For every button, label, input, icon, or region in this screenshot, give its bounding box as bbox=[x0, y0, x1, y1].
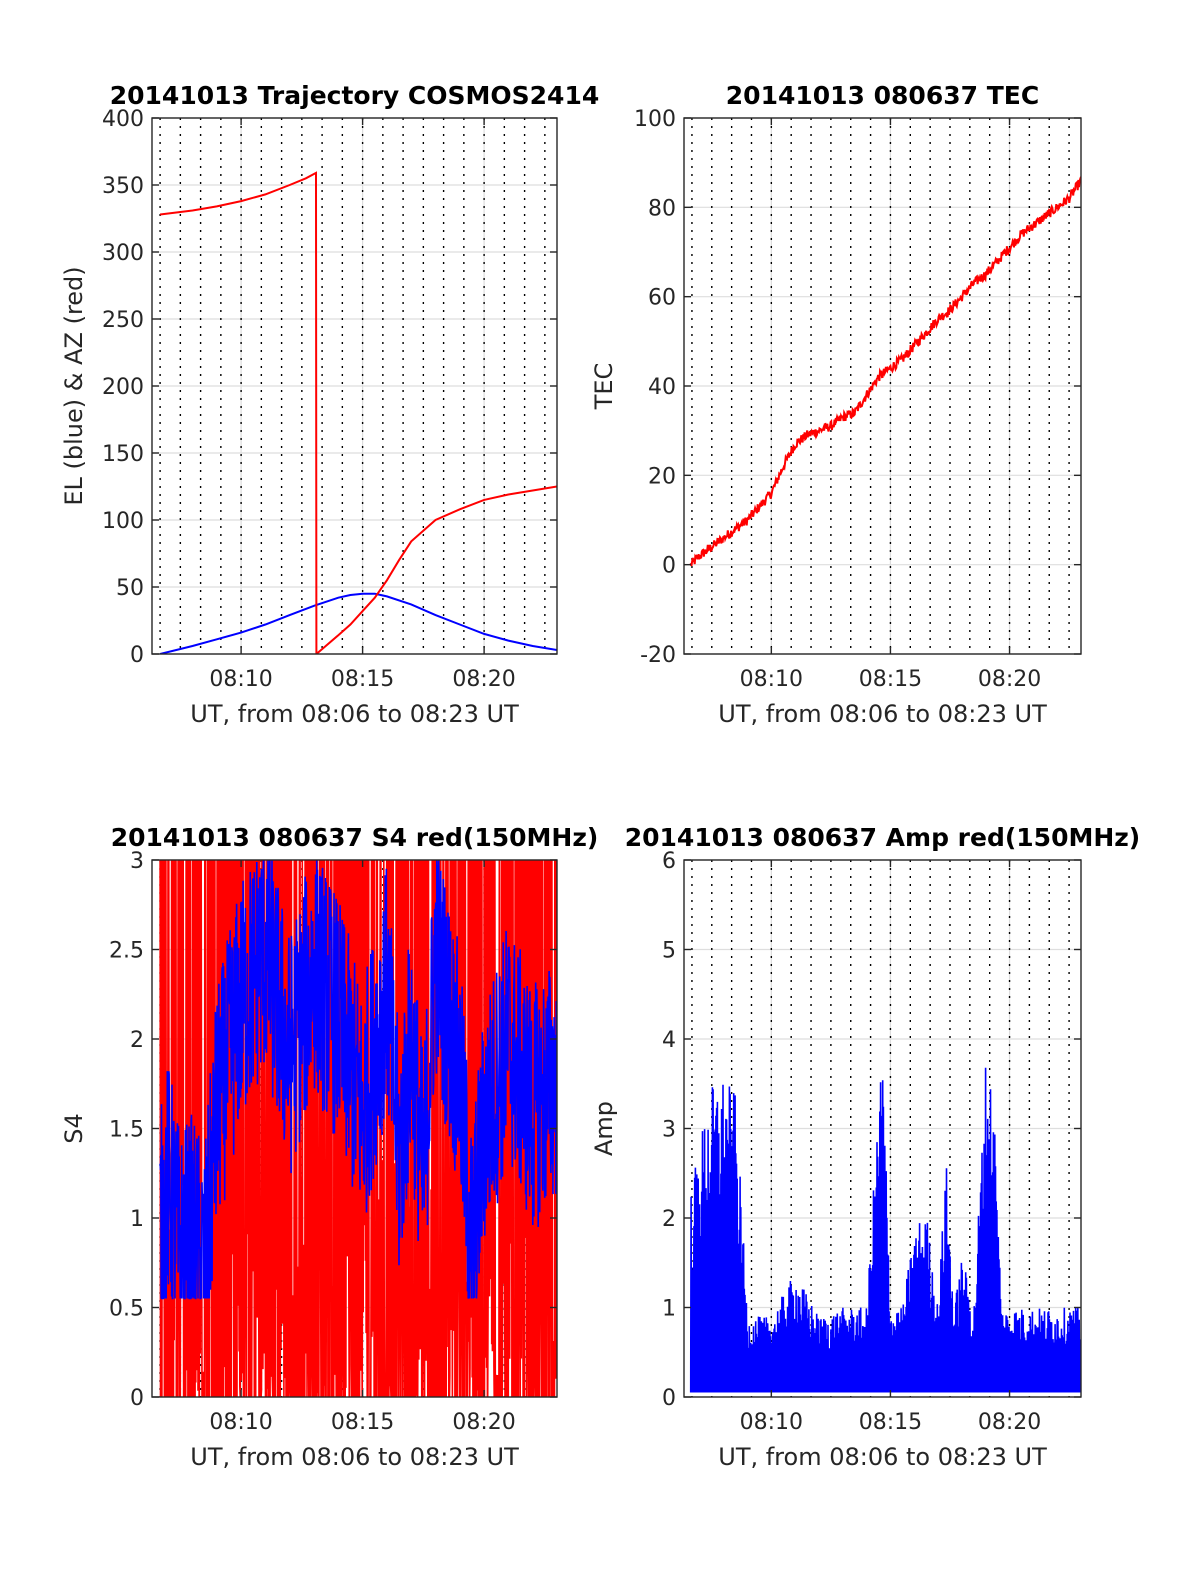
chart-panel-3: 0 0.5 1 1.5 2 2.5 3 08:10 08:15 08:20 20141013 080… bbox=[60, 823, 598, 1471]
chart-title: 20141013 080637 S4 red(150MHz) bbox=[111, 823, 599, 852]
x-axis-label: UT, from 08:06 to 08:23 UT bbox=[718, 1443, 1047, 1471]
y-tick-label: 100 bbox=[634, 107, 676, 132]
y-tick-label: 400 bbox=[102, 107, 144, 132]
y-tick-label: 100 bbox=[102, 509, 144, 534]
x-tick-label: 08:15 bbox=[859, 1410, 922, 1435]
y-tick-label: 1 bbox=[130, 1207, 144, 1232]
series-line-1 bbox=[689, 176, 1081, 567]
y-tick-label: -20 bbox=[640, 643, 676, 668]
x-axis-label: UT, from 08:06 to 08:23 UT bbox=[190, 700, 519, 728]
y-tick-label: 350 bbox=[102, 174, 144, 199]
series-group bbox=[689, 1067, 1081, 1393]
x-tick-label: 08:20 bbox=[452, 667, 515, 692]
y-tick-label: 6 bbox=[662, 849, 676, 874]
x-tick-label: 08:15 bbox=[331, 1410, 394, 1435]
x-tick-label: 08:10 bbox=[209, 667, 272, 692]
x-tick-label: 08:10 bbox=[209, 1410, 272, 1435]
y-tick-label: 50 bbox=[116, 576, 144, 601]
x-tick-label: 08:10 bbox=[740, 1410, 803, 1435]
chart-panel-2: -20 0 20 40 60 80 100 08:10 08:15 08:20 20141013 0… bbox=[590, 81, 1082, 728]
chart-title: 20141013 080637 TEC bbox=[726, 81, 1039, 110]
y-tick-label: 5 bbox=[662, 939, 676, 964]
x-tick-label: 08:20 bbox=[978, 1410, 1041, 1435]
y-tick-label: 80 bbox=[648, 196, 676, 221]
y-tick-label: 2 bbox=[130, 1028, 144, 1053]
x-axis-label: UT, from 08:06 to 08:23 UT bbox=[718, 700, 1047, 728]
y-tick-label: 250 bbox=[102, 308, 144, 333]
y-tick-label: 1.5 bbox=[109, 1118, 144, 1143]
x-tick-label: 08:15 bbox=[331, 667, 394, 692]
series-group bbox=[159, 860, 557, 1397]
series-group bbox=[689, 176, 1081, 567]
y-tick-label: 3 bbox=[130, 849, 144, 874]
chart-panel-1: 0 50 100 150 200 250 300 350 400 08:10 08:15 08:20 2… bbox=[60, 81, 599, 728]
y-tick-label: 20 bbox=[648, 464, 676, 489]
y-axis-label: S4 bbox=[60, 1113, 88, 1144]
y-tick-label: 150 bbox=[102, 442, 144, 467]
chart-panel-4: 0 1 2 3 4 5 6 08:10 08:15 08:20 20141013 080637 Am… bbox=[590, 823, 1140, 1471]
y-tick-label: 300 bbox=[102, 241, 144, 266]
x-tick-label: 08:15 bbox=[859, 667, 922, 692]
y-tick-label: 1 bbox=[662, 1297, 676, 1322]
y-axis-label: EL (blue) & AZ (red) bbox=[60, 266, 88, 505]
y-tick-label: 4 bbox=[662, 1028, 676, 1053]
series-line-1 bbox=[689, 1067, 1081, 1393]
y-tick-label: 0 bbox=[662, 554, 676, 579]
y-tick-label: 2.5 bbox=[109, 939, 144, 964]
y-tick-label: 3 bbox=[662, 1118, 676, 1143]
y-tick-label: 0 bbox=[662, 1386, 676, 1411]
y-tick-label: 0 bbox=[130, 1386, 144, 1411]
y-tick-label: 0 bbox=[130, 643, 144, 668]
x-axis-label: UT, from 08:06 to 08:23 UT bbox=[190, 1443, 519, 1471]
chart-title: 20141013 080637 Amp red(150MHz) bbox=[625, 823, 1141, 852]
y-tick-label: 200 bbox=[102, 375, 144, 400]
x-tick-label: 08:10 bbox=[740, 667, 803, 692]
chart-title: 20141013 Trajectory COSMOS2414 bbox=[110, 81, 600, 110]
y-tick-label: 60 bbox=[648, 286, 676, 311]
y-axis-label: Amp bbox=[590, 1101, 618, 1156]
x-tick-label: 08:20 bbox=[452, 1410, 515, 1435]
y-tick-label: 2 bbox=[662, 1207, 676, 1232]
series-group bbox=[159, 171, 557, 654]
series-line-2 bbox=[159, 860, 557, 1300]
series-line-2 bbox=[159, 171, 557, 654]
series-line-1 bbox=[159, 592, 557, 654]
y-tick-label: 0.5 bbox=[109, 1297, 144, 1322]
y-axis-label: TEC bbox=[590, 363, 618, 411]
y-tick-label: 40 bbox=[648, 375, 676, 400]
x-tick-label: 08:20 bbox=[978, 667, 1041, 692]
